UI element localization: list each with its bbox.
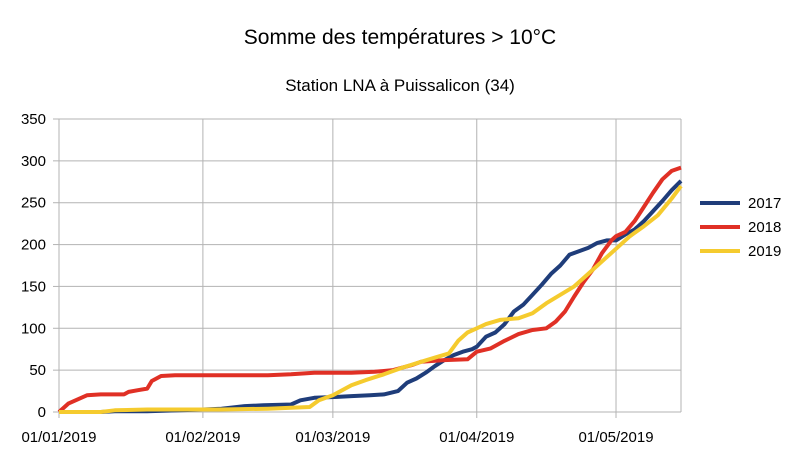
series-line-2017 (59, 179, 683, 414)
y-tick-label: 200 (21, 237, 46, 254)
chart-series (57, 165, 683, 414)
legend-label: 2018 (748, 219, 781, 236)
chart-title: Somme des températures > 10°C (244, 26, 556, 49)
legend-label: 2017 (748, 195, 781, 212)
series-line-2019 (59, 184, 683, 414)
y-tick-label: 0 (38, 404, 46, 421)
x-tick-label: 01/01/2019 (21, 429, 96, 446)
chart-grid (58, 118, 681, 413)
y-tick-label: 300 (21, 153, 46, 170)
y-tick-label: 50 (29, 362, 46, 379)
y-tick-label: 100 (21, 320, 46, 337)
chart-legend: 2017 2018 2019 (700, 195, 781, 260)
y-tick-label: 350 (21, 111, 46, 128)
y-tick-label: 250 (21, 195, 46, 212)
x-tick-label: 01/02/2019 (165, 429, 240, 446)
chart-subtitle: Station LNA à Puissalicon (34) (285, 76, 515, 95)
legend-label: 2019 (748, 243, 781, 260)
y-tick-label: 150 (21, 278, 46, 295)
x-axis-ticks: 01/01/2019 01/02/2019 01/03/2019 01/04/2019… (21, 412, 654, 446)
x-tick-label: 01/03/2019 (295, 429, 370, 446)
series-line-2018 (57, 165, 682, 414)
x-tick-label: 01/05/2019 (578, 429, 653, 446)
x-tick-label: 01/04/2019 (439, 429, 514, 446)
y-axis-ticks: 0 50 100 150 200 250 300 350 (21, 111, 59, 421)
